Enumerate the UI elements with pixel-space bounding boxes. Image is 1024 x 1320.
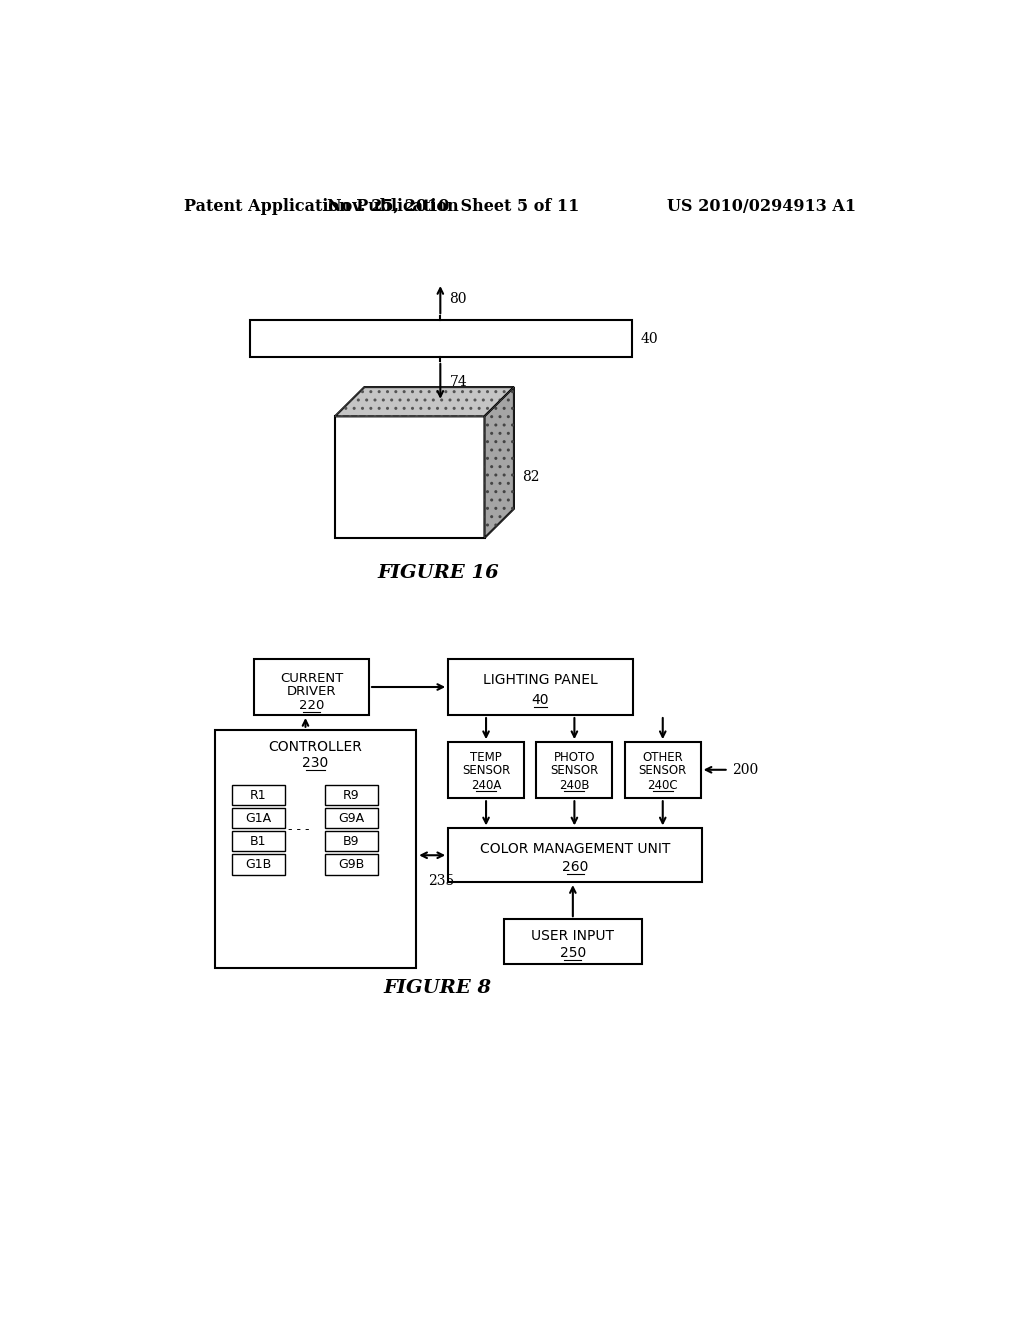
Text: G9A: G9A [338, 812, 365, 825]
Text: TEMP: TEMP [470, 751, 502, 764]
Text: Nov. 25, 2010  Sheet 5 of 11: Nov. 25, 2010 Sheet 5 of 11 [328, 198, 580, 215]
Text: 220: 220 [299, 700, 325, 713]
Text: 40: 40 [531, 693, 549, 706]
FancyBboxPatch shape [449, 659, 633, 715]
Text: G9B: G9B [338, 858, 365, 871]
Text: 240B: 240B [559, 779, 590, 792]
Text: B1: B1 [250, 834, 266, 847]
Text: B9: B9 [343, 834, 359, 847]
FancyBboxPatch shape [231, 808, 285, 829]
Text: G1B: G1B [245, 858, 271, 871]
Text: OTHER: OTHER [642, 751, 683, 764]
Text: 74: 74 [450, 375, 467, 388]
Text: 82: 82 [521, 470, 540, 484]
Text: R9: R9 [343, 788, 359, 801]
Text: USER INPUT: USER INPUT [531, 929, 614, 942]
Text: 40: 40 [641, 331, 658, 346]
FancyBboxPatch shape [325, 854, 378, 875]
Text: R1: R1 [250, 788, 266, 801]
FancyBboxPatch shape [537, 742, 612, 799]
Text: PHOTO: PHOTO [554, 751, 595, 764]
FancyBboxPatch shape [325, 785, 378, 805]
Text: SENSOR: SENSOR [462, 764, 510, 777]
Text: G1A: G1A [245, 812, 271, 825]
FancyBboxPatch shape [231, 854, 285, 875]
Text: DRIVER: DRIVER [287, 685, 337, 698]
Text: 235: 235 [428, 874, 455, 887]
FancyBboxPatch shape [625, 742, 700, 799]
Text: SENSOR: SENSOR [639, 764, 687, 777]
FancyBboxPatch shape [250, 321, 632, 358]
Text: 80: 80 [450, 292, 467, 305]
Polygon shape [484, 387, 514, 539]
FancyBboxPatch shape [254, 659, 369, 715]
FancyBboxPatch shape [504, 919, 642, 964]
Text: COLOR MANAGEMENT UNIT: COLOR MANAGEMENT UNIT [480, 842, 671, 857]
Text: 200: 200 [732, 763, 759, 776]
Polygon shape [335, 416, 484, 539]
Text: 250: 250 [560, 946, 586, 960]
FancyBboxPatch shape [215, 730, 417, 969]
Text: Patent Application Publication: Patent Application Publication [183, 198, 459, 215]
Text: 230: 230 [302, 756, 329, 770]
Text: US 2010/0294913 A1: US 2010/0294913 A1 [668, 198, 856, 215]
Text: 240A: 240A [471, 779, 501, 792]
Text: LIGHTING PANEL: LIGHTING PANEL [483, 673, 598, 688]
Text: - - -: - - - [289, 822, 310, 836]
FancyBboxPatch shape [449, 829, 702, 882]
FancyBboxPatch shape [325, 832, 378, 851]
Text: 240C: 240C [647, 779, 678, 792]
Text: CONTROLLER: CONTROLLER [268, 741, 362, 755]
Polygon shape [335, 387, 514, 416]
FancyBboxPatch shape [231, 832, 285, 851]
Text: 260: 260 [562, 859, 589, 874]
FancyBboxPatch shape [449, 742, 524, 799]
FancyBboxPatch shape [325, 808, 378, 829]
Text: FIGURE 8: FIGURE 8 [384, 979, 493, 998]
Text: FIGURE 16: FIGURE 16 [377, 564, 499, 582]
Text: CURRENT: CURRENT [280, 672, 343, 685]
FancyBboxPatch shape [231, 785, 285, 805]
Text: SENSOR: SENSOR [550, 764, 598, 777]
